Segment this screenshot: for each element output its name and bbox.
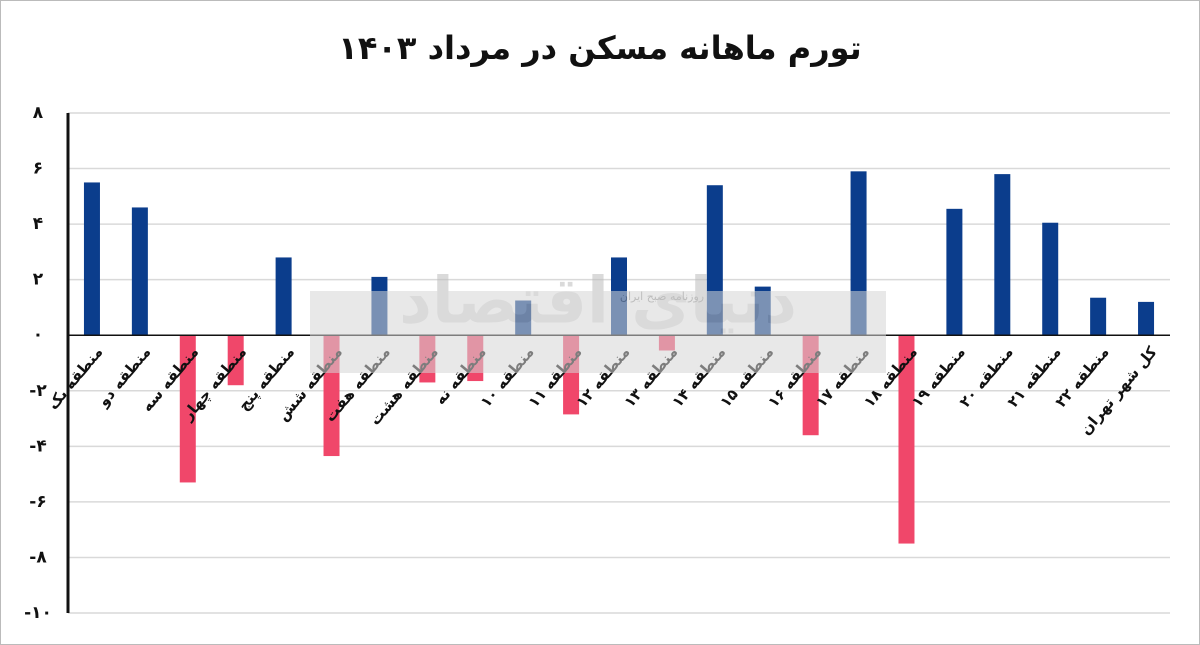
y-tick-label: ۶ (33, 159, 43, 179)
bar (994, 174, 1011, 336)
bar (227, 335, 244, 386)
y-tick-label: ۸ (33, 103, 44, 123)
bar (946, 208, 963, 336)
watermark-text: دنیای اقتصاد (399, 265, 797, 339)
watermark-band (310, 291, 886, 373)
bar (1090, 297, 1107, 336)
y-tick-label: -۱۰ (24, 603, 52, 623)
bar (898, 335, 915, 544)
chart-title: تورم ماهانه مسکن در مرداد ۱۴۰۳ (338, 29, 861, 67)
y-tick-label: -۴ (29, 436, 46, 456)
y-tick-label: -۸ (29, 547, 47, 567)
y-tick-label: -۲ (29, 381, 47, 401)
watermark-subtext: روزنامه صبح ایران (620, 290, 704, 303)
watermark: دنیای اقتصاد روزنامه صبح ایران (310, 265, 886, 373)
bar (83, 182, 100, 336)
bar (1042, 222, 1059, 336)
y-tick-label: ۲ (33, 270, 44, 290)
y-tick-label: -۶ (29, 492, 46, 512)
bar (1138, 301, 1155, 336)
bar (131, 207, 148, 336)
bar (179, 335, 196, 483)
y-tick-label: ۰ (33, 325, 43, 345)
bar (275, 257, 292, 336)
y-tick-label: ۴ (33, 214, 43, 234)
